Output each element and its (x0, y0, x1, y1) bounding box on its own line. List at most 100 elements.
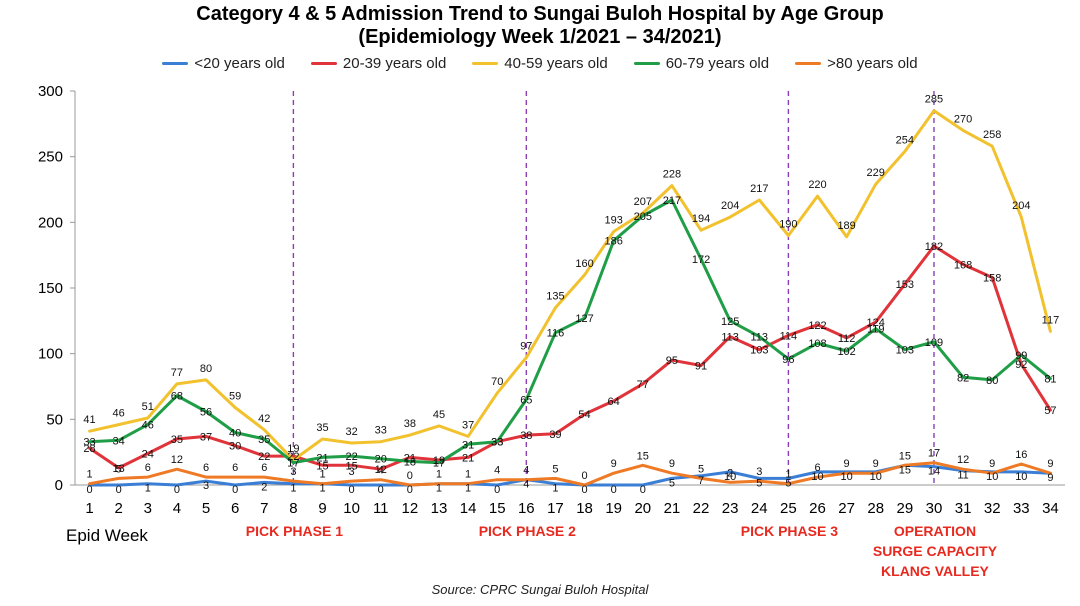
data-label: 207 (634, 196, 652, 208)
data-label: 1 (319, 483, 325, 495)
data-label: 19 (433, 455, 445, 467)
y-tick-label: 200 (38, 214, 63, 231)
y-tick-label: 150 (38, 280, 63, 297)
data-label: 15 (899, 464, 911, 476)
data-label: 6 (814, 462, 820, 474)
data-label: 285 (925, 94, 943, 106)
x-tick-label: 1 (85, 500, 93, 517)
data-label: 51 (142, 401, 154, 413)
data-label: 254 (896, 134, 914, 146)
data-label: 0 (407, 484, 413, 496)
x-tick-label: 14 (460, 500, 477, 517)
data-label: 1 (86, 469, 92, 481)
data-label: 113 (721, 332, 739, 344)
x-tick-label: 27 (838, 500, 855, 517)
data-label: 82 (957, 372, 969, 384)
x-tick-label: 25 (780, 500, 797, 517)
data-label: 3 (349, 466, 355, 478)
data-label: 5 (552, 463, 558, 475)
data-label: 14 (928, 466, 940, 478)
data-label: 0 (581, 484, 587, 496)
data-label: 65 (520, 395, 532, 407)
data-label: 35 (316, 422, 328, 434)
data-label: 17 (928, 448, 940, 460)
x-tick-label: 31 (955, 500, 972, 517)
chart-legend: <20 years old 20-39 years old 40-59 years … (0, 53, 1080, 73)
data-label: 97 (520, 341, 532, 353)
data-label: 38 (404, 418, 416, 430)
x-tick-label: 21 (664, 500, 681, 517)
x-tick-label: 16 (518, 500, 535, 517)
data-label: 7 (698, 475, 704, 487)
data-label: 204 (1012, 200, 1030, 212)
x-tick-label: 10 (343, 500, 360, 517)
data-label: 2 (261, 481, 267, 493)
legend-swatch (795, 61, 822, 65)
data-label: 1 (552, 483, 558, 495)
x-tick-label: 24 (751, 500, 768, 517)
data-label: 119 (867, 324, 885, 336)
data-label: 1 (290, 483, 296, 495)
data-label: 12 (375, 464, 387, 476)
data-label: 3 (203, 480, 209, 492)
data-label: 42 (258, 413, 270, 425)
legend-swatch (162, 61, 189, 65)
data-label: 33 (491, 437, 503, 449)
x-axis-label: Epid Week (66, 526, 148, 545)
x-tick-label: 9 (318, 500, 326, 517)
data-label: 80 (986, 375, 998, 387)
data-label: 217 (750, 183, 768, 195)
data-label: 1 (465, 483, 471, 495)
x-tick-label: 29 (897, 500, 914, 517)
data-label: 70 (491, 376, 503, 388)
data-label: 64 (608, 396, 620, 408)
data-label: 33 (375, 425, 387, 437)
data-label: 37 (462, 419, 474, 431)
data-label: 0 (116, 484, 122, 496)
data-label: 17 (287, 458, 299, 470)
data-label: 205 (634, 211, 652, 223)
phase-label: OPERATION SURGE CAPACITY KLANG VALLEY (855, 521, 1015, 581)
x-tick-label: 6 (231, 500, 239, 517)
data-label: 17 (433, 458, 445, 470)
data-label: 4 (523, 479, 529, 491)
data-label: 6 (203, 462, 209, 474)
data-label: 57 (1044, 405, 1056, 417)
data-label: 217 (663, 195, 681, 207)
data-label: 109 (925, 337, 943, 349)
data-label: 1 (436, 469, 442, 481)
x-tick-label: 28 (867, 500, 884, 517)
phase-label-line: KLANG VALLEY (881, 563, 989, 579)
phase-label: PICK PHASE 2 (447, 521, 607, 541)
chart-subtitle: (Epidemiology Week 1/2021 – 34/2021) (358, 26, 722, 48)
phase-label: PICK PHASE 1 (214, 521, 374, 541)
data-label: 3 (756, 466, 762, 478)
data-label: 5 (756, 477, 762, 489)
legend-label: <20 years old (194, 54, 285, 72)
data-label: 0 (494, 484, 500, 496)
data-label: 35 (171, 434, 183, 446)
data-label: 258 (983, 129, 1001, 141)
data-label: 5 (116, 463, 122, 475)
data-label: 12 (957, 454, 969, 466)
data-label: 103 (750, 345, 768, 357)
y-tick-label: 0 (55, 477, 63, 494)
data-label: 0 (349, 484, 355, 496)
data-label: 6 (261, 462, 267, 474)
data-label: 45 (433, 409, 445, 421)
data-label: 193 (604, 215, 622, 227)
phase-label-line: PICK PHASE 3 (740, 523, 838, 539)
data-label: 113 (750, 332, 768, 344)
data-label: 10 (870, 471, 882, 483)
data-label: 9 (1047, 472, 1053, 484)
data-label: 10 (724, 471, 736, 483)
legend-swatch (472, 61, 499, 65)
data-label: 1 (436, 483, 442, 495)
data-label: 122 (808, 320, 826, 332)
data-label: 0 (86, 484, 92, 496)
data-label: 1 (465, 469, 471, 481)
x-tick-label: 13 (431, 500, 448, 517)
data-label: 15 (899, 450, 911, 462)
data-label: 9 (611, 458, 617, 470)
